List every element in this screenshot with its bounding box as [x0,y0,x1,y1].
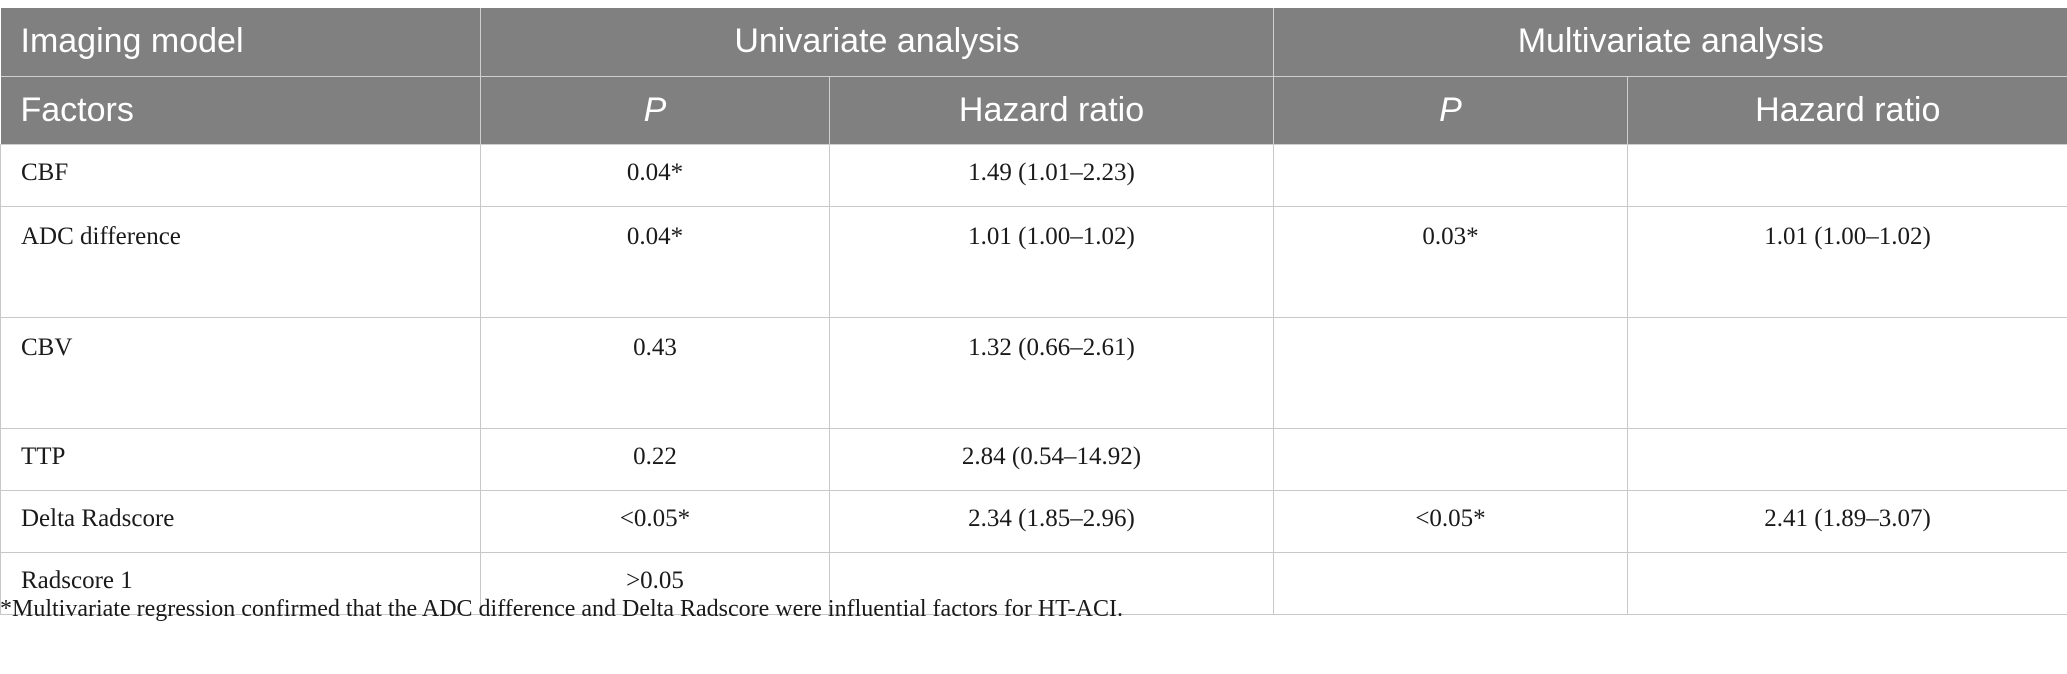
cell-univariate-hazard-ratio: 1.32 (0.66–2.61) [828,316,1275,429]
table-container: Imaging model Univariate analysis Multiv… [0,8,2067,615]
cell-factor: CBF [0,143,481,207]
regression-table: Imaging model Univariate analysis Multiv… [0,8,2067,615]
cell-univariate-p: 0.22 [480,427,830,491]
cell-factor: CBV [0,316,481,429]
cell-multivariate-p: 0.03* [1273,205,1629,318]
cell-univariate-p: >0.05 [480,551,830,615]
cell-multivariate-p [1273,316,1629,429]
cell-univariate-p: 0.04* [480,205,830,318]
cell-factor: Delta Radscore [0,489,481,553]
header-multivariate-analysis: Multivariate analysis [1273,8,2067,77]
cell-univariate-p: 0.43 [480,316,830,429]
cell-multivariate-hazard-ratio [1627,316,2067,429]
table-row: TTP 0.22 2.84 (0.54–14.92) [0,427,2067,491]
table-body: CBF 0.04* 1.49 (1.01–2.23) ADC differenc… [0,143,2067,615]
cell-multivariate-p: <0.05* [1273,489,1629,553]
header-imaging-model: Imaging model [0,8,481,77]
cell-univariate-p: 0.04* [480,143,830,207]
cell-factor: TTP [0,427,481,491]
header-row-groups: Imaging model Univariate analysis Multiv… [0,8,2067,77]
table-row: Delta Radscore <0.05* 2.34 (1.85–2.96) <… [0,489,2067,553]
table-row: CBF 0.04* 1.49 (1.01–2.23) [0,143,2067,207]
cell-factor: Radscore 1 [0,551,481,615]
cell-univariate-hazard-ratio: 1.49 (1.01–2.23) [828,143,1275,207]
header-univariate-hazard-ratio: Hazard ratio [829,76,1275,145]
header-factors: Factors [0,76,481,145]
cell-univariate-p: <0.05* [480,489,830,553]
cell-multivariate-hazard-ratio [1627,427,2067,491]
cell-univariate-hazard-ratio: 1.01 (1.00–1.02) [828,205,1275,318]
cell-multivariate-p [1273,427,1629,491]
header-row-columns: Factors P Hazard ratio P Hazard ratio [0,76,2067,145]
cell-multivariate-p [1273,143,1629,207]
table-footnote: *Multivariate regression confirmed that … [0,596,1123,622]
cell-factor: ADC difference [0,205,481,318]
cell-multivariate-hazard-ratio: 1.01 (1.00–1.02) [1627,205,2067,318]
table-row: CBV 0.43 1.32 (0.66–2.61) [0,316,2067,429]
header-univariate-analysis: Univariate analysis [480,8,1275,77]
cell-multivariate-hazard-ratio: 2.41 (1.89–3.07) [1627,489,2067,553]
table-header: Imaging model Univariate analysis Multiv… [0,8,2067,145]
cell-univariate-hazard-ratio: 2.84 (0.54–14.92) [828,427,1275,491]
header-univariate-p: P [480,76,830,145]
cell-multivariate-hazard-ratio [1627,143,2067,207]
table-row: Radscore 1 >0.05 [0,551,2067,615]
header-multivariate-hazard-ratio: Hazard ratio [1627,76,2067,145]
cell-univariate-hazard-ratio [828,551,1275,615]
header-multivariate-p: P [1273,76,1629,145]
cell-multivariate-hazard-ratio [1627,551,2067,615]
table-row: ADC difference 0.04* 1.01 (1.00–1.02) 0.… [0,205,2067,318]
cell-multivariate-p [1273,551,1629,615]
cell-univariate-hazard-ratio: 2.34 (1.85–2.96) [828,489,1275,553]
